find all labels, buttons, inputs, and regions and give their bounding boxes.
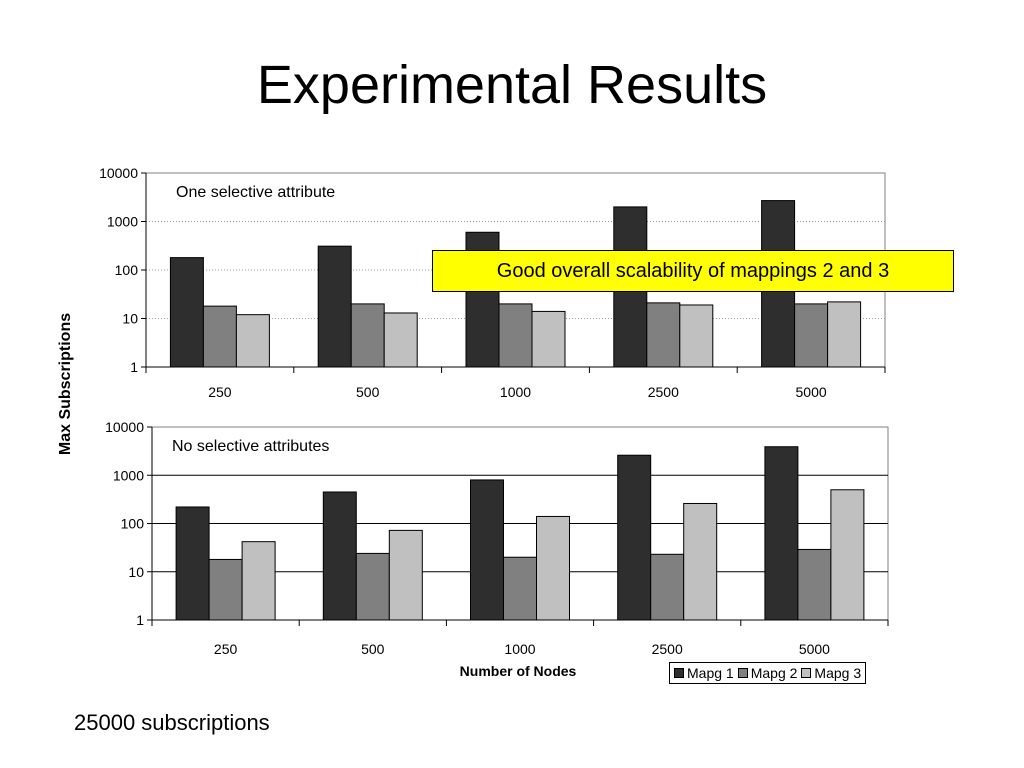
chart2-bar-mapg-2-5000 [797,548,832,621]
chart2-bar-mapg-1-250 [175,506,210,621]
x-axis-label: Number of Nodes [459,663,577,679]
legend-item-mapg-2: Mapg 2 [737,665,798,681]
legend-swatch-mapg-3 [801,668,812,678]
legend: Mapg 1 Mapg 2 Mapg 3 [669,662,867,684]
chart2-category-label: 250 [214,641,238,657]
chart2-bar-mapg-2-2500 [650,553,685,621]
chart2-category-label: 500 [361,641,385,657]
chart2-bar-mapg-3-5000 [830,489,865,621]
chart1-category-label: 250 [208,384,232,400]
chart2-bar-mapg-1-5000 [764,446,799,621]
chart1-bar-mapg-2-2500 [646,302,681,368]
chart1-bar-mapg-3-2500 [679,304,714,368]
chart2-category-label: 2500 [652,641,683,657]
chart2-bar-mapg-3-2500 [683,502,718,621]
chart2-bar-mapg-1-2500 [617,454,652,621]
chart2-bar-mapg-2-1000 [503,556,537,621]
chart2-ytick-label: 10000 [105,419,144,435]
legend-label-mapg-3: Mapg 3 [814,665,862,681]
chart1-bar-mapg-2-5000 [794,303,829,368]
chart1-ytick-label: 10000 [99,165,138,181]
chart1-bar-mapg-2-250 [202,305,237,368]
legend-swatch-mapg-2 [737,668,748,678]
chart2-category-label: 1000 [504,641,535,657]
chart1-category-label: 1000 [500,384,531,400]
footnote: 25000 subscriptions [74,710,270,735]
chart1-ytick-label: 1000 [107,214,138,230]
chart2-ytick-label: 100 [121,516,145,532]
chart1-category-label: 5000 [796,384,827,400]
chart1-bar-mapg-3-500 [383,312,418,368]
y-axis-label: Max Subscriptions [57,312,74,456]
legend-item-mapg-3: Mapg 3 [801,665,861,681]
chart2-bar-mapg-3-250 [241,541,276,621]
chart2-bar-mapg-2-500 [355,552,390,621]
chart2-ytick-label: 1 [136,612,144,628]
callout-box: Good overall scalability of mappings 2 a… [432,250,954,292]
chart2-bar-mapg-1-1000 [470,479,504,621]
chart2-ytick-label: 1000 [113,467,144,483]
chart2-bar-mapg-1-500 [322,491,357,621]
legend-item-mapg-1: Mapg 1 [674,665,734,681]
chart2-bar-mapg-3-500 [388,529,423,621]
chart2-ytick-label: 10 [128,564,144,580]
chart1-bar-mapg-3-250 [235,314,270,368]
chart2-panel-label: No selective attributes [172,438,329,455]
chart2-bar-mapg-3-1000 [536,515,570,621]
chart1-bar-mapg-1-250 [169,257,204,368]
chart1-category-label: 2500 [648,384,679,400]
chart2-bar-mapg-2-250 [208,558,243,621]
slide-title: Experimental Results [256,55,768,115]
chart1-bar-mapg-2-500 [350,303,385,368]
legend-label-mapg-1: Mapg 1 [687,665,734,681]
chart1-panel-label: One selective attribute [176,184,335,201]
chart1-category-label: 500 [356,384,380,400]
chart1-ytick-label: 100 [115,262,139,278]
chart1-bar-mapg-3-5000 [827,301,862,368]
chart1-bar-mapg-2-1000 [498,303,533,368]
chart1-bar-mapg-3-1000 [531,310,566,368]
chart2-category-label: 5000 [799,641,830,657]
chart1-ytick-label: 1 [130,359,138,375]
chart1-ytick-label: 10 [122,311,138,327]
legend-label-mapg-2: Mapg 2 [750,665,798,681]
chart1-bar-mapg-1-500 [317,245,352,368]
legend-swatch-mapg-1 [674,668,684,678]
